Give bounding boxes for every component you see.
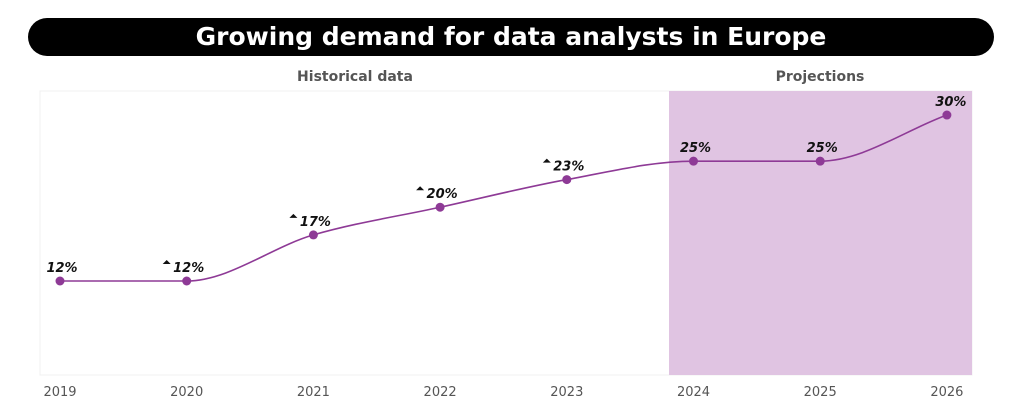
section-label-projections: Projections (776, 69, 865, 85)
data-label: 30% (935, 95, 966, 110)
x-tick-label: 2022 (424, 385, 457, 400)
data-label: 12% (173, 261, 204, 276)
data-label: 25% (680, 141, 711, 156)
chart-title: Growing demand for data analysts in Euro… (28, 18, 994, 56)
data-point (435, 202, 445, 212)
up-arrow-icon (416, 186, 425, 191)
x-tick-label: 2026 (930, 385, 963, 400)
data-label: 23% (553, 160, 584, 175)
data-label: 12% (46, 261, 77, 276)
data-point (182, 276, 192, 286)
data-point (689, 156, 698, 166)
x-tick-label: 2021 (297, 385, 330, 400)
up-arrow-icon (542, 158, 551, 163)
section-label-historical: Historical data (297, 69, 413, 85)
data-point (55, 276, 65, 286)
series-line (60, 114, 948, 282)
x-tick-label: 2024 (677, 385, 710, 400)
data-label: 17% (300, 215, 331, 230)
x-tick-label: 2019 (43, 385, 76, 400)
projection-shade (669, 91, 972, 375)
data-point (942, 110, 952, 120)
up-arrow-icon (162, 260, 171, 264)
data-point (562, 175, 572, 185)
data-label: 20% (427, 187, 458, 202)
x-tick-label: 2020 (170, 385, 203, 400)
up-arrow-icon (289, 213, 298, 218)
x-tick-label: 2023 (550, 385, 583, 400)
x-tick-label: 2025 (804, 385, 837, 400)
data-label: 25% (807, 141, 838, 156)
data-point (308, 230, 318, 240)
data-point (815, 156, 825, 166)
